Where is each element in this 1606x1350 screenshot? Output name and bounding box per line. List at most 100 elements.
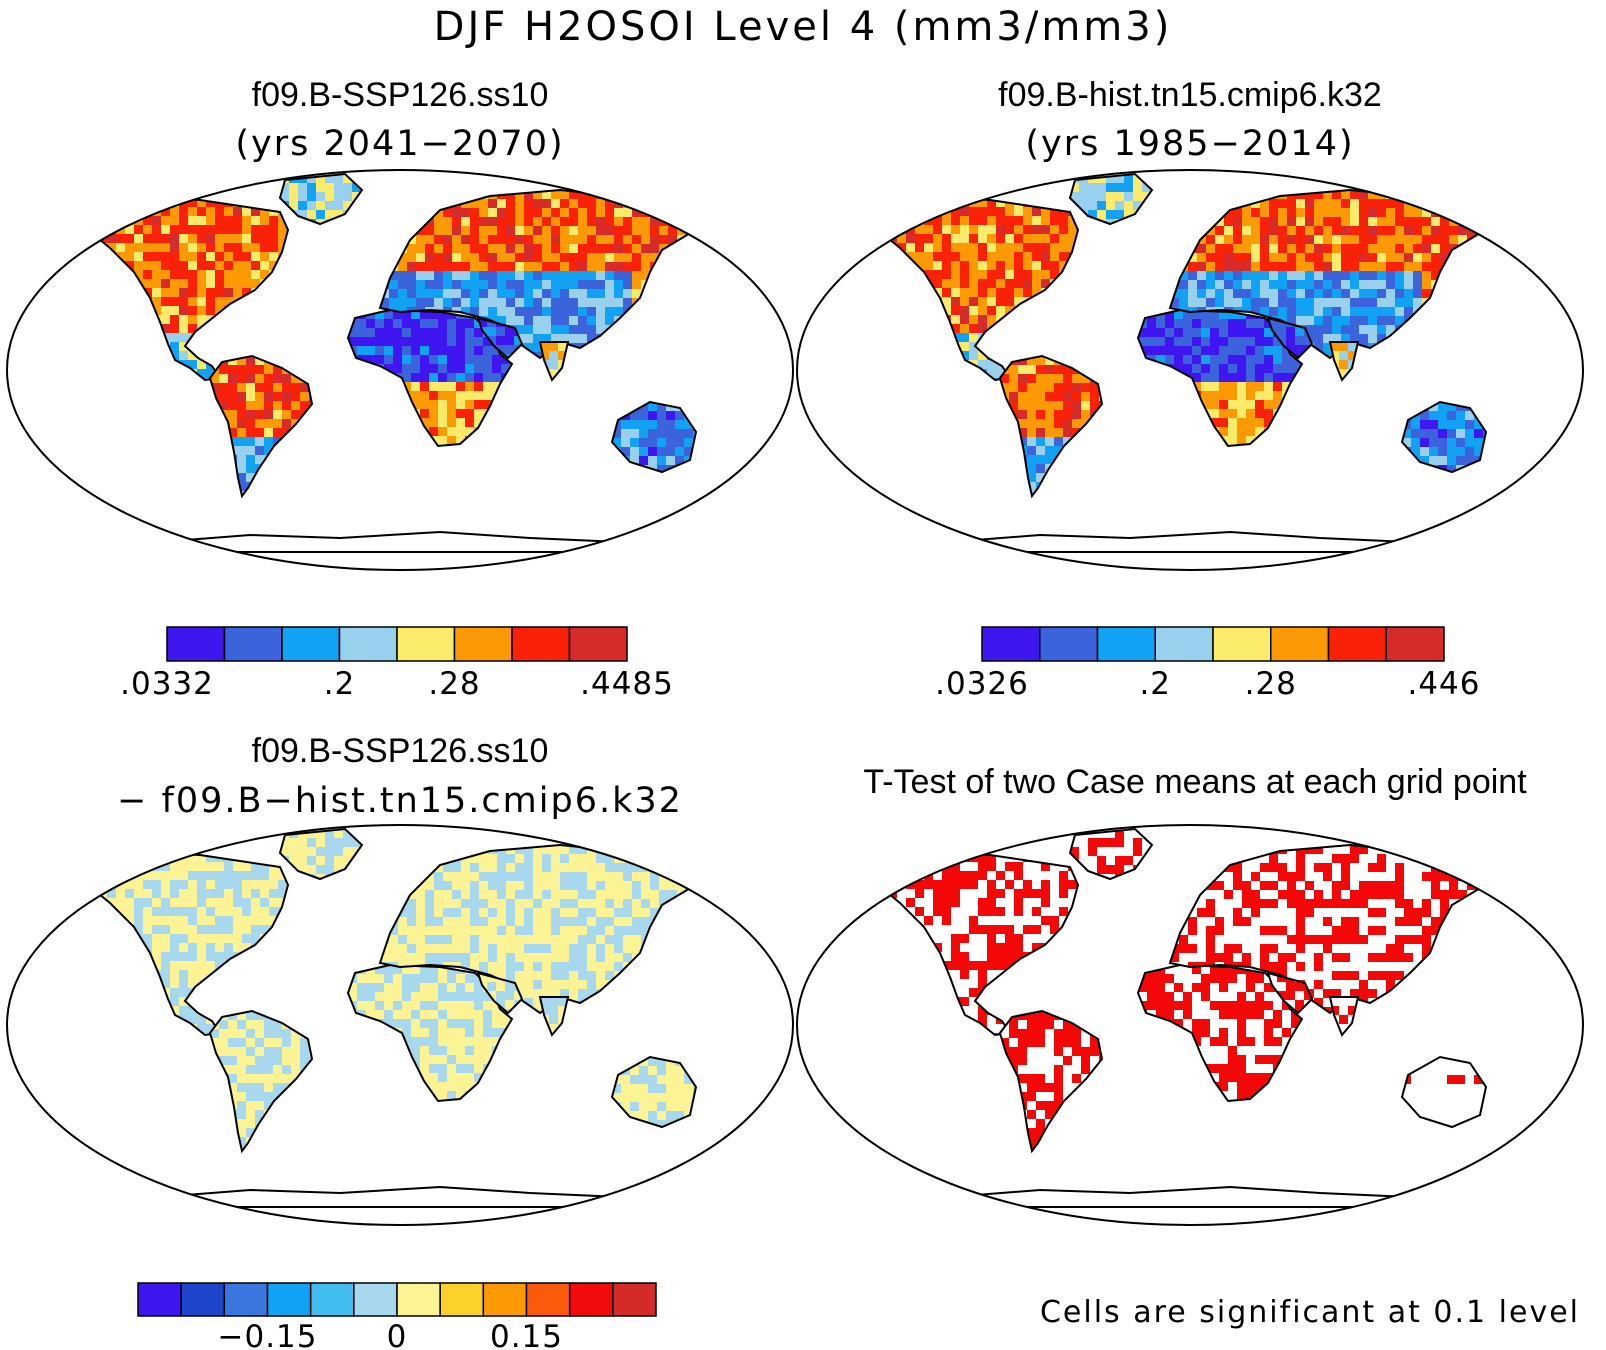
grid-cell bbox=[1233, 262, 1243, 272]
grid-cell bbox=[1070, 192, 1080, 202]
grid-cell bbox=[542, 280, 552, 290]
grid-cell bbox=[1246, 337, 1256, 347]
grid-cell bbox=[188, 306, 198, 316]
grid-cell bbox=[452, 226, 462, 236]
grid-cell bbox=[533, 217, 543, 227]
grid-cell bbox=[1282, 382, 1292, 392]
grid-cell bbox=[438, 1028, 448, 1038]
grid-cell bbox=[996, 270, 1006, 280]
grid-cell bbox=[429, 1055, 439, 1065]
grid-cell bbox=[1027, 428, 1037, 438]
grid-cell bbox=[1233, 235, 1243, 245]
grid-cell bbox=[179, 252, 189, 262]
grid-cell bbox=[1005, 297, 1015, 307]
grid-cell bbox=[1348, 351, 1358, 361]
grid-cell bbox=[447, 355, 457, 365]
grid-cell bbox=[1246, 364, 1256, 374]
grid-cell bbox=[1305, 226, 1315, 236]
grid-cell bbox=[1422, 226, 1432, 236]
grid-cell bbox=[483, 1046, 493, 1056]
grid-cell bbox=[366, 355, 376, 365]
grid-cell bbox=[425, 881, 435, 891]
grid-cell bbox=[1339, 369, 1349, 379]
grid-cell bbox=[411, 400, 421, 410]
grid-cell bbox=[897, 207, 907, 217]
grid-cell bbox=[307, 838, 317, 848]
grid-cell bbox=[560, 253, 570, 263]
grid-cell bbox=[1215, 253, 1225, 263]
grid-cell bbox=[1422, 244, 1432, 254]
grid-cell bbox=[1282, 373, 1292, 383]
grid-cell bbox=[246, 419, 256, 429]
grid-cell bbox=[605, 253, 615, 263]
grid-cell bbox=[465, 364, 475, 374]
grid-cell bbox=[978, 324, 988, 334]
panel-b-subtitle: (yrs 1985−2014) bbox=[1025, 124, 1354, 164]
grid-cell bbox=[650, 199, 660, 209]
grid-cell bbox=[316, 210, 326, 220]
grid-cell bbox=[924, 198, 934, 208]
grid-cell bbox=[1201, 391, 1211, 401]
grid-cell bbox=[134, 270, 144, 280]
grid-cell bbox=[233, 898, 243, 908]
grid-cell bbox=[1278, 271, 1288, 281]
grid-cell bbox=[1323, 307, 1333, 317]
grid-cell bbox=[206, 862, 216, 872]
grid-cell bbox=[569, 244, 579, 254]
grid-cell bbox=[1036, 428, 1046, 438]
grid-cell bbox=[560, 316, 570, 326]
grid-cell bbox=[1027, 464, 1037, 474]
grid-cell bbox=[366, 1001, 376, 1011]
grid-cell bbox=[206, 297, 216, 307]
grid-cell bbox=[1014, 216, 1024, 226]
grid-cell bbox=[1296, 271, 1306, 281]
grid-cell bbox=[1465, 429, 1475, 439]
grid-cell bbox=[300, 383, 310, 393]
grid-cell bbox=[291, 401, 301, 411]
grid-cell bbox=[334, 838, 344, 848]
grid-cell bbox=[479, 262, 489, 272]
grid-cell bbox=[1449, 190, 1459, 200]
grid-cell bbox=[161, 234, 171, 244]
grid-cell bbox=[452, 262, 462, 272]
grid-cell bbox=[1314, 199, 1324, 209]
grid-cell bbox=[1224, 253, 1234, 263]
grid-cell bbox=[197, 306, 207, 316]
grid-cell bbox=[134, 243, 144, 253]
grid-cell bbox=[1251, 289, 1261, 299]
grid-cell bbox=[1420, 411, 1430, 421]
grid-cell bbox=[470, 262, 480, 272]
grid-cell bbox=[325, 183, 335, 193]
grid-cell bbox=[233, 252, 243, 262]
grid-cell bbox=[1386, 325, 1396, 335]
grid-cell bbox=[1332, 199, 1342, 209]
grid-cell bbox=[1224, 271, 1234, 281]
grid-cell bbox=[623, 235, 633, 245]
grid-cell bbox=[1237, 391, 1247, 401]
grid-cell bbox=[402, 382, 412, 392]
grid-cell bbox=[325, 174, 335, 184]
grid-cell bbox=[461, 872, 471, 882]
grid-cell bbox=[237, 446, 247, 456]
grid-cell bbox=[1359, 253, 1369, 263]
grid-cell bbox=[906, 207, 916, 217]
grid-cell bbox=[942, 270, 952, 280]
grid-cell bbox=[1228, 382, 1238, 392]
grid-cell bbox=[170, 270, 180, 280]
grid-cell bbox=[1377, 325, 1387, 335]
grid-cell bbox=[116, 252, 126, 262]
grid-cell bbox=[1233, 226, 1243, 236]
grid-cell bbox=[632, 190, 642, 200]
grid-cell bbox=[443, 890, 453, 900]
grid-cell bbox=[1188, 298, 1198, 308]
grid-cell bbox=[1402, 429, 1412, 439]
grid-cell bbox=[1287, 307, 1297, 317]
grid-cell bbox=[969, 315, 979, 325]
grid-cell bbox=[1395, 271, 1405, 281]
grid-cell bbox=[456, 409, 466, 419]
grid-cell bbox=[420, 1010, 430, 1020]
grid-cell bbox=[1242, 262, 1252, 272]
antarctica-coastline bbox=[929, 530, 1451, 553]
grid-cell bbox=[515, 253, 525, 263]
grid-cell bbox=[1018, 392, 1028, 402]
